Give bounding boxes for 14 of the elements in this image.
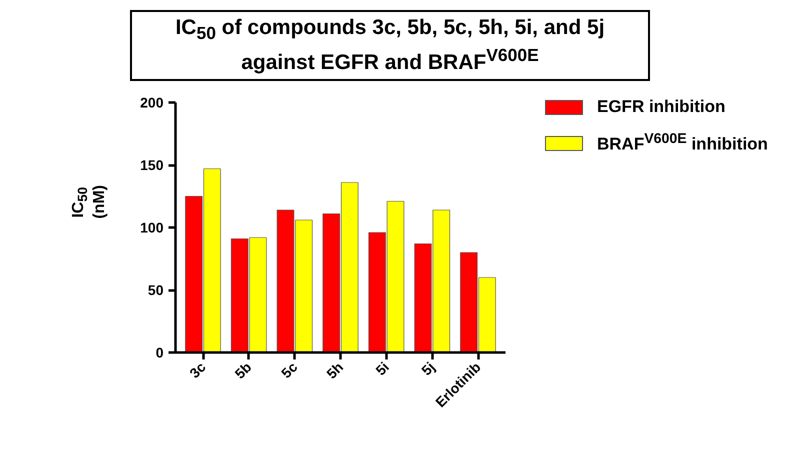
- legend-label: BRAF$^{V600E}$ inhibition: [597, 130, 768, 156]
- y-tick-label: 150: [140, 157, 164, 173]
- y-tick-label: 0: [156, 344, 164, 360]
- x-tick-label: 5b: [232, 358, 254, 382]
- x-tick-label: 3c: [186, 358, 209, 382]
- y-tick-label: 50: [148, 282, 164, 298]
- chart-title: IC$_{50}$ of compounds 3c, 5b, 5c, 5h, 5i, and 5j against EGFR and BRAF$^{V600E}$: [130, 10, 650, 82]
- x-tick-label: 5c: [278, 358, 300, 382]
- y-tick-label: 200: [140, 94, 164, 110]
- x-tick-label: 5i: [372, 358, 392, 378]
- y-tick-label: 100: [140, 220, 164, 236]
- x-tick-label: 5h: [323, 358, 346, 382]
- x-tick-label: 5j: [418, 358, 438, 378]
- legend-label: EGFR inhibition: [597, 96, 726, 118]
